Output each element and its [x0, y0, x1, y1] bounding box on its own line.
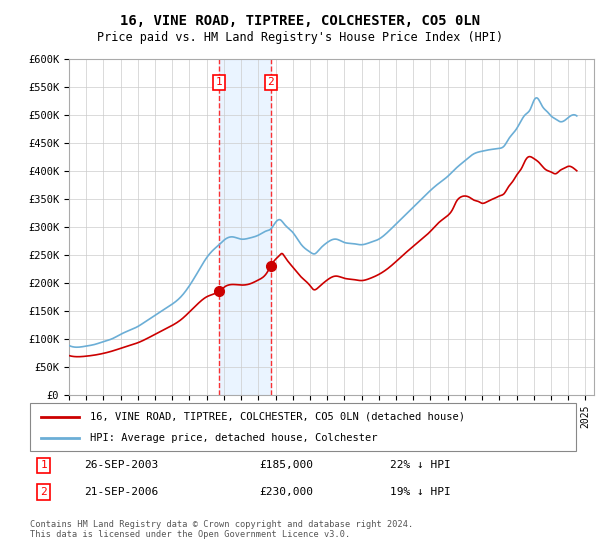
Text: 1: 1 — [40, 460, 47, 470]
Text: 2: 2 — [40, 487, 47, 497]
Text: 22% ↓ HPI: 22% ↓ HPI — [391, 460, 451, 470]
Text: 26-SEP-2003: 26-SEP-2003 — [85, 460, 159, 470]
Text: 16, VINE ROAD, TIPTREE, COLCHESTER, CO5 0LN (detached house): 16, VINE ROAD, TIPTREE, COLCHESTER, CO5 … — [90, 412, 465, 422]
Text: 21-SEP-2006: 21-SEP-2006 — [85, 487, 159, 497]
Text: HPI: Average price, detached house, Colchester: HPI: Average price, detached house, Colc… — [90, 433, 377, 444]
Text: 2: 2 — [268, 77, 274, 87]
Text: £230,000: £230,000 — [259, 487, 313, 497]
FancyBboxPatch shape — [30, 403, 576, 451]
Text: 19% ↓ HPI: 19% ↓ HPI — [391, 487, 451, 497]
Text: Contains HM Land Registry data © Crown copyright and database right 2024.
This d: Contains HM Land Registry data © Crown c… — [30, 520, 413, 539]
Text: 1: 1 — [216, 77, 223, 87]
Text: 16, VINE ROAD, TIPTREE, COLCHESTER, CO5 0LN: 16, VINE ROAD, TIPTREE, COLCHESTER, CO5 … — [120, 14, 480, 28]
Bar — [219, 59, 271, 395]
Text: £185,000: £185,000 — [259, 460, 313, 470]
Text: Price paid vs. HM Land Registry's House Price Index (HPI): Price paid vs. HM Land Registry's House … — [97, 31, 503, 44]
